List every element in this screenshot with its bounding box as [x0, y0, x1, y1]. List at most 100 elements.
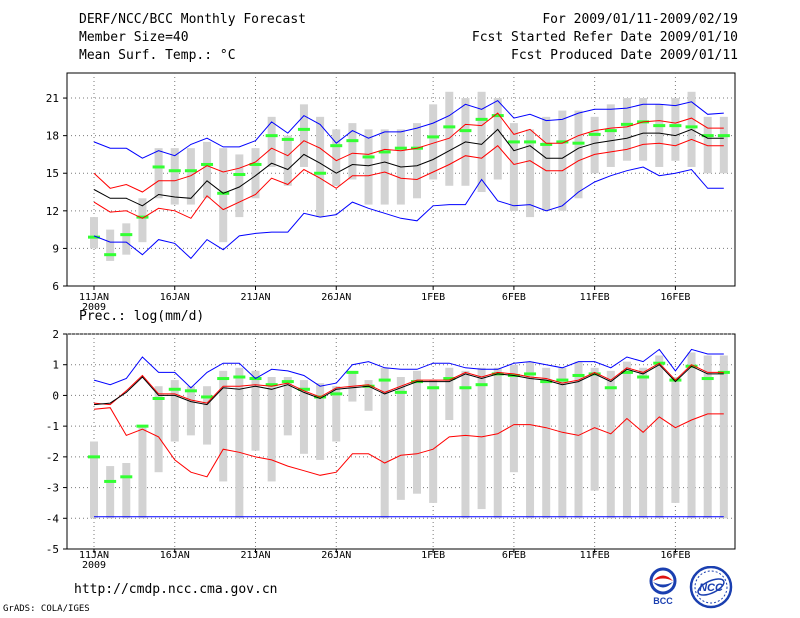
prec-range-bar: [332, 386, 341, 442]
temp-series-upper_spread: [93, 112, 724, 193]
temp-range-bar: [251, 148, 260, 199]
prec-range-bar: [283, 377, 292, 436]
prec-range-bar: [622, 361, 631, 519]
member-size: Member Size=40: [79, 30, 189, 45]
ncc-logo-text: NCC: [699, 582, 724, 594]
temp-range-bar: [719, 116, 728, 174]
prec-range-bar: [606, 370, 615, 519]
temp-xtick-label: 1FEB: [421, 292, 445, 303]
prec-range-bar: [429, 380, 438, 503]
temp-series-mean: [93, 128, 724, 207]
prec-series-mean: [93, 364, 724, 406]
temp-range-bar: [558, 110, 567, 211]
prec-range-bar: [316, 383, 325, 460]
prec-ytick-label: 1: [52, 359, 59, 372]
prec-range-bar: [703, 355, 712, 519]
prec-xtick-label: 6FEB: [502, 550, 526, 561]
prec-xtick-label: 11FEB: [580, 550, 610, 561]
temp-ytick-label: 15: [46, 167, 59, 180]
prec-year-label: 2009: [82, 560, 106, 571]
temp-range-bar: [655, 104, 664, 167]
temp-range-bar: [542, 116, 551, 211]
prec-range-bar: [90, 441, 98, 519]
prec-range-bar: [574, 361, 583, 519]
temp-range-bar: [364, 129, 373, 205]
temp-range-bar: [380, 129, 389, 205]
temp-range-bar: [122, 223, 131, 255]
prec-range-bar: [413, 370, 421, 494]
temp-range-bar: [526, 129, 535, 218]
prec-range-bar: [138, 426, 147, 519]
grads-credit: GrADS: COLA/IGES: [3, 604, 90, 614]
prec-panel: -5 -4 -3 -2 -1 0 1 2 11JAN 16JAN 21JAN 26JAN 1FEB 6FE…: [46, 328, 736, 571]
prec-ytick-label: -2: [46, 451, 59, 464]
temp-range-bar: [154, 148, 163, 199]
temp-xtick-label: 16FEB: [660, 292, 690, 303]
prec-range-bar: [542, 367, 551, 519]
temp-range-bar: [90, 217, 98, 249]
temp-range-bar: [413, 123, 421, 199]
prec-range-bar: [219, 370, 228, 482]
prec-xtick-label: 21JAN: [240, 550, 270, 561]
temp-xtick-label: 6FEB: [502, 292, 526, 303]
temp-year-label: 2009: [82, 302, 106, 313]
temp-ytick-label: 12: [46, 205, 59, 218]
prec-ytick-label: -4: [46, 512, 60, 525]
temp-xtick-label: 16JAN: [160, 292, 190, 303]
temp-ytick-label: 21: [46, 92, 59, 105]
prec-range-bar: [558, 367, 567, 519]
temp-range-bar: [606, 104, 615, 167]
temp-range-bar: [316, 116, 325, 218]
prec-range-bar: [655, 355, 664, 519]
temp-range-bar: [203, 141, 212, 199]
temp-panel: 6 9 12 15 18 21 11JAN 16JAN 21JAN 26JAN 1FEB 6FEB 11…: [46, 72, 736, 313]
prec-range-bar: [590, 367, 599, 491]
prec-xtick-label: 26JAN: [321, 550, 351, 561]
prec-range-bar: [509, 364, 518, 473]
temp-range-bar: [348, 123, 357, 180]
bcc-logo-text: BCC: [653, 596, 673, 606]
source-url[interactable]: http://cmdp.ncc.cma.gov.cn: [74, 582, 278, 597]
temp-range-bar: [332, 129, 341, 186]
temp-range-bar: [445, 91, 454, 186]
temp-range-bar: [493, 98, 502, 180]
prec-range-bar: [299, 380, 308, 454]
prec-series-upper_spread: [93, 362, 724, 406]
temp-range-bar: [186, 148, 195, 205]
temp-range-bar: [590, 116, 599, 174]
temp-frame: [66, 72, 736, 287]
temp-xtick-label: 26JAN: [321, 292, 351, 303]
prec-range-bar: [106, 466, 115, 519]
temp-range-bar: [703, 116, 712, 174]
temp-range-bar: [574, 110, 583, 199]
prec-range-bar: [493, 367, 502, 519]
prec-range-bar: [203, 386, 212, 445]
ncc-logo: NCC: [689, 566, 733, 609]
forecast-produced-date: Fcst Produced Date 2009/01/11: [511, 48, 738, 63]
prec-range-bar: [687, 352, 696, 519]
prec-xtick-label: 16JAN: [160, 550, 190, 561]
temp-range-bar: [267, 116, 276, 167]
forecast-start-date: Fcst Started Refer Date 2009/01/10: [471, 30, 738, 45]
prec-range-bar: [186, 386, 195, 436]
prec-xtick-label: 16FEB: [660, 550, 690, 561]
prec-range-bar: [639, 367, 648, 519]
temp-range-bar: [509, 123, 518, 211]
temp-range-bar: [477, 91, 486, 193]
prec-ytick-label: 0: [52, 389, 59, 402]
variable-label: Mean Surf. Temp.: °C: [79, 48, 236, 63]
temp-xtick-label: 11FEB: [580, 292, 610, 303]
temp-range-bar: [429, 104, 438, 180]
temp-series-min: [93, 166, 724, 260]
prec-ytick-label: -1: [46, 420, 59, 433]
temp-ytick-label: 18: [46, 130, 59, 143]
prec-series-max: [93, 348, 724, 389]
prec-range-bar: [380, 367, 389, 519]
temp-range-bar: [106, 229, 115, 261]
prec-range-bar: [364, 380, 373, 411]
prec-ytick-label: -3: [46, 482, 59, 495]
prec-range-bar: [267, 377, 276, 482]
prec-range-bar: [461, 370, 470, 519]
temp-ytick-label: 6: [52, 280, 59, 293]
